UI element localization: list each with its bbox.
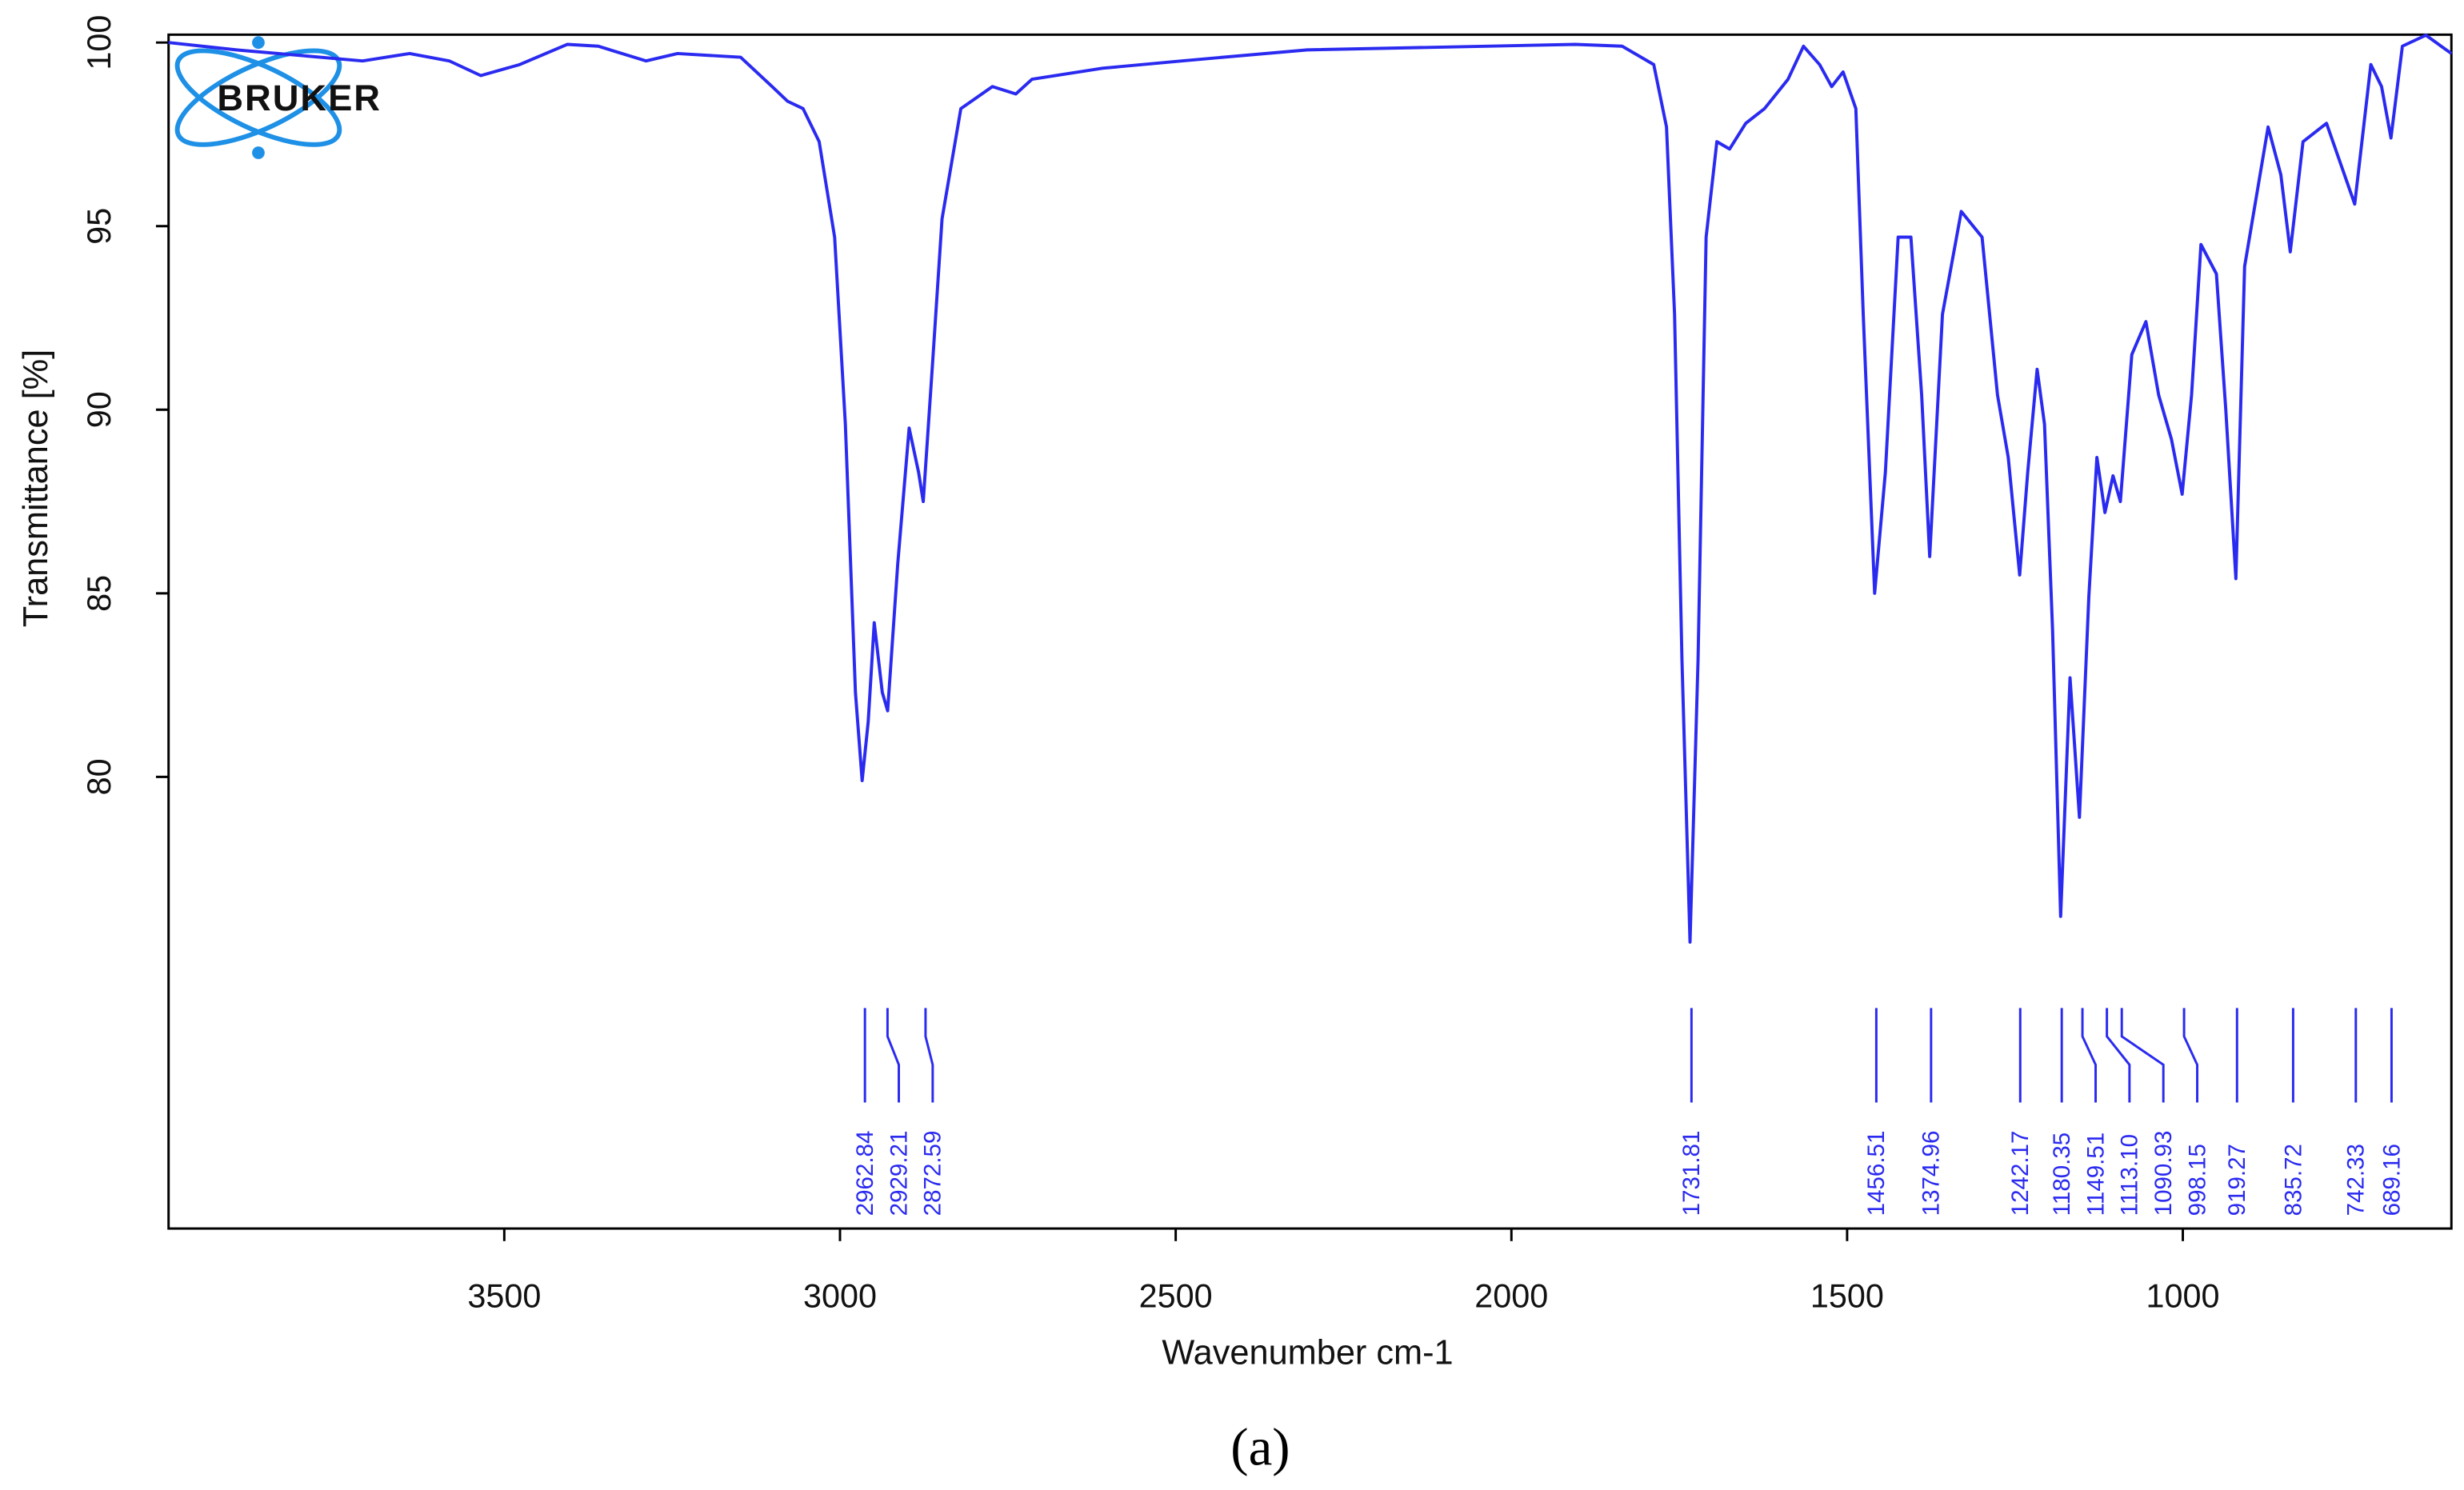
- peak-label: 919.27: [2224, 1144, 2250, 1216]
- peak-leader: [886, 1008, 900, 1103]
- x-tick-label: 2000: [1474, 1278, 1548, 1315]
- plot-frame: [167, 33, 2453, 1230]
- y-tick-label: 85: [81, 575, 118, 612]
- caption: (a): [1230, 1417, 1290, 1476]
- peak-label: 689.16: [2378, 1144, 2405, 1216]
- y-tick-label: 100: [81, 15, 118, 70]
- peak-label: 1242.17: [2007, 1131, 2034, 1216]
- spectrum-line: [168, 34, 2453, 944]
- peak-label: 1113.10: [2117, 1134, 2143, 1216]
- y-tick-label: 80: [81, 758, 118, 795]
- x-tick-label: 3500: [467, 1278, 541, 1315]
- y-tick-label: 90: [81, 391, 118, 428]
- logo: BRUKER: [174, 36, 382, 159]
- logo-orbit: [174, 48, 342, 147]
- peak-label: 2872.59: [920, 1131, 946, 1216]
- y-axis-label: Transmittance [%]: [17, 350, 55, 627]
- peak-label: 998.15: [2184, 1144, 2210, 1216]
- x-tick-label: 3000: [803, 1278, 877, 1315]
- peak-leader: [924, 1008, 934, 1103]
- peak-label: 1149.51: [2082, 1132, 2109, 1216]
- peak-label: 1456.51: [1863, 1131, 1890, 1216]
- peak-label: 1090.93: [2150, 1131, 2177, 1216]
- logo-orbit: [174, 48, 342, 147]
- peak-label: 1731.81: [1678, 1131, 1705, 1216]
- peak-label: 1180.35: [2049, 1132, 2075, 1216]
- logo-dot: [252, 36, 265, 50]
- x-axis-label: Wavenumber cm-1: [1162, 1333, 1453, 1372]
- peak-label: 2929.21: [886, 1131, 912, 1216]
- y-tick-label: 95: [81, 208, 118, 245]
- peak-leader: [2182, 1008, 2199, 1103]
- peak-label: 742.33: [2343, 1144, 2370, 1216]
- peak-leader: [2106, 1008, 2131, 1103]
- logo-text: BRUKER: [217, 78, 382, 118]
- peak-label: 1374.96: [1918, 1131, 1945, 1216]
- x-tick-label: 1500: [1810, 1278, 1884, 1315]
- peak-label: 2962.84: [852, 1131, 878, 1216]
- logo-dot: [252, 146, 265, 159]
- peak-leader: [2120, 1008, 2165, 1103]
- x-tick-label: 1000: [2146, 1278, 2220, 1315]
- peak-label: 835.72: [2280, 1144, 2306, 1216]
- x-tick-label: 2500: [1139, 1278, 1213, 1315]
- peak-leader: [2081, 1008, 2097, 1103]
